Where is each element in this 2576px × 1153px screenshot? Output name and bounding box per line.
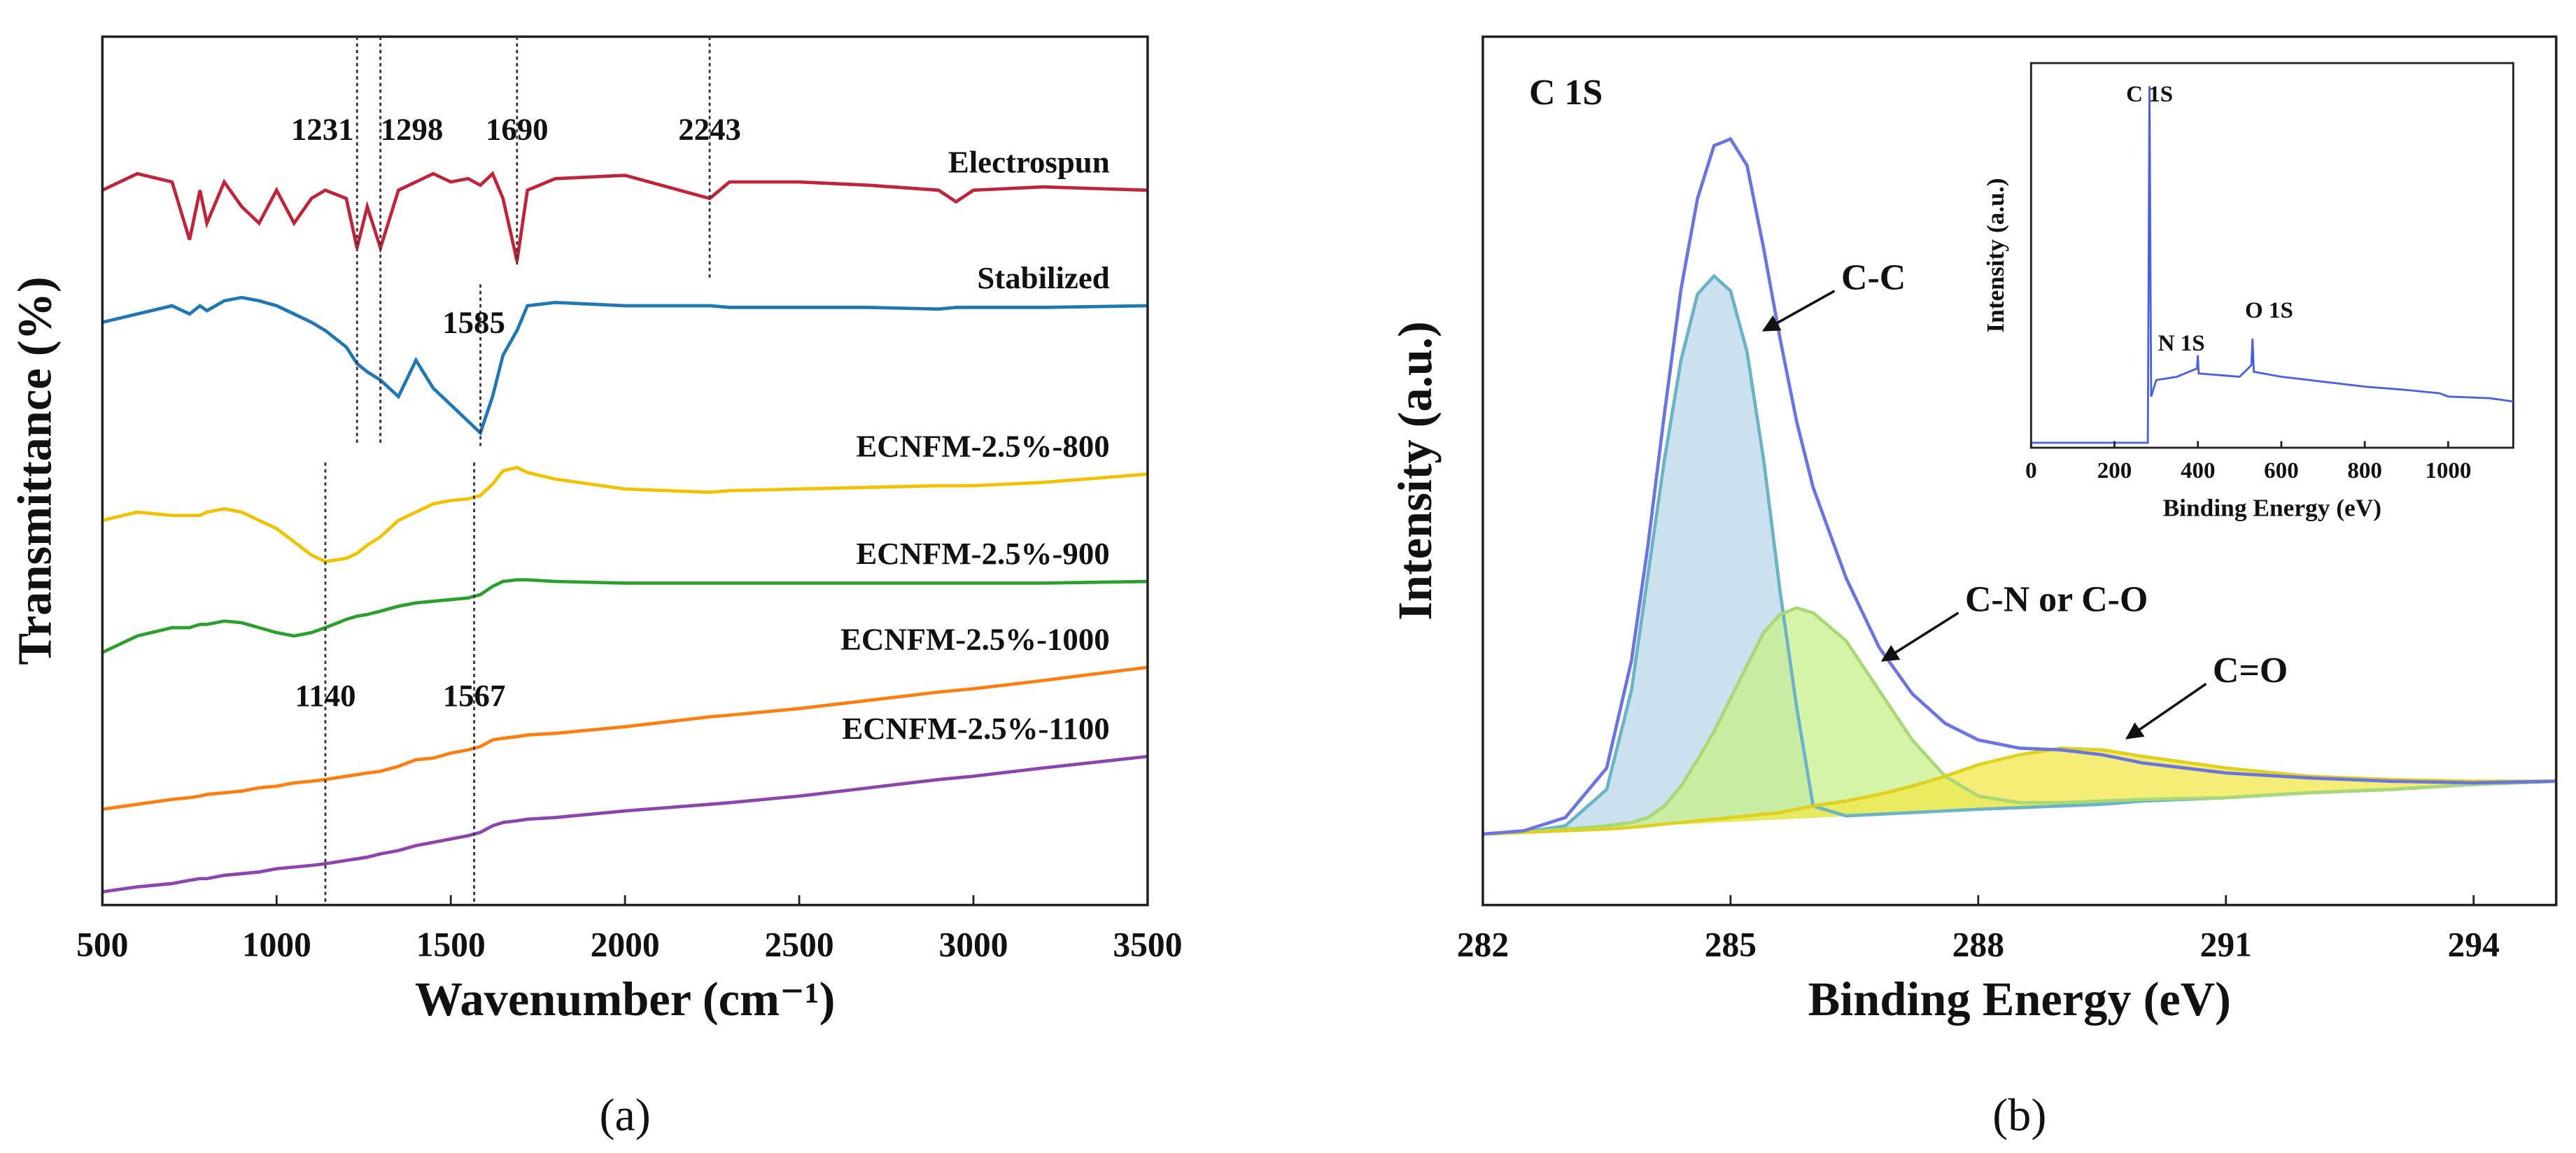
plot-frame	[1481, 35, 2558, 907]
x-tick-label: 282	[1457, 925, 1509, 963]
line	[1482, 136, 2556, 836]
series-label: Stabilized	[977, 260, 1109, 295]
inset-frame	[2029, 62, 2514, 449]
chart-title: C 1S	[1529, 73, 1603, 113]
line	[2031, 86, 2514, 444]
component-label: C-C	[1841, 258, 1906, 298]
component-label: C-N or C-O	[1965, 580, 2148, 620]
x-tick-label: 1000	[242, 925, 311, 963]
x-axis-label: Binding Energy (eV)	[2163, 494, 2382, 522]
x-tick-label: 1000	[2425, 458, 2471, 483]
x-tick-label: 291	[2200, 925, 2252, 963]
peak-label: C 1S	[2126, 82, 2173, 107]
x-tick-label: 3500	[1113, 925, 1182, 963]
component-label: C=O	[2213, 651, 2288, 691]
line	[101, 465, 1148, 564]
arrow	[2125, 682, 2207, 740]
panel-label: (a)	[599, 1089, 650, 1140]
series-label: ECNFM-2.5%-1100	[842, 711, 1109, 746]
peak-label: N 1S	[2158, 331, 2205, 356]
peak-label: 1298	[381, 112, 444, 147]
area	[1482, 607, 2556, 835]
x-tick-label: 3000	[938, 925, 1008, 963]
series-label: ECNFM-2.5%-1000	[840, 622, 1110, 657]
line	[101, 171, 1148, 262]
line	[101, 578, 1148, 654]
x-tick-label: 1500	[416, 925, 486, 963]
peak-label: 1567	[443, 678, 506, 713]
y-axis-label: Intensity (a.u.)	[1388, 321, 1442, 621]
series-label: ECNFM-2.5%-900	[856, 536, 1109, 571]
line	[1482, 747, 2556, 836]
x-tick-label: 285	[1705, 925, 1757, 963]
arrow	[1761, 290, 1836, 332]
series-label: Electrospun	[948, 145, 1110, 180]
x-tick-label: 800	[2347, 458, 2382, 483]
line	[101, 754, 1148, 894]
x-axis-label: Binding Energy (eV)	[1808, 972, 2231, 1026]
y-axis-label: Transmittance (%)	[8, 276, 61, 665]
x-tick-label: 0	[2025, 458, 2037, 483]
x-tick-label: 294	[2448, 925, 2500, 963]
area	[1482, 748, 2556, 835]
line	[101, 665, 1148, 812]
panel-label: (b)	[1992, 1089, 2046, 1140]
line	[1482, 606, 2556, 836]
y-axis-label: Intensity (a.u.)	[1981, 178, 2009, 332]
series-label: ECNFM-2.5%-800	[856, 429, 1109, 464]
x-tick-label: 500	[76, 925, 128, 963]
x-tick-label: 2500	[765, 925, 834, 963]
x-axis-label: Wavenumber (cm⁻¹)	[415, 972, 836, 1026]
x-tick-label: 288	[1952, 925, 2004, 963]
peak-label: 1140	[295, 678, 356, 713]
x-tick-label: 200	[2097, 458, 2132, 483]
line	[101, 295, 1148, 436]
arrow	[1880, 611, 1959, 662]
peak-label: 1585	[442, 305, 505, 340]
peak-label: 2243	[678, 112, 741, 147]
peak-label: 1231	[291, 112, 354, 147]
x-tick-label: 400	[2181, 458, 2216, 483]
x-tick-label: 2000	[591, 925, 660, 963]
peak-label: 1690	[486, 112, 549, 147]
peak-label: O 1S	[2245, 298, 2293, 323]
x-tick-label: 600	[2264, 458, 2299, 483]
